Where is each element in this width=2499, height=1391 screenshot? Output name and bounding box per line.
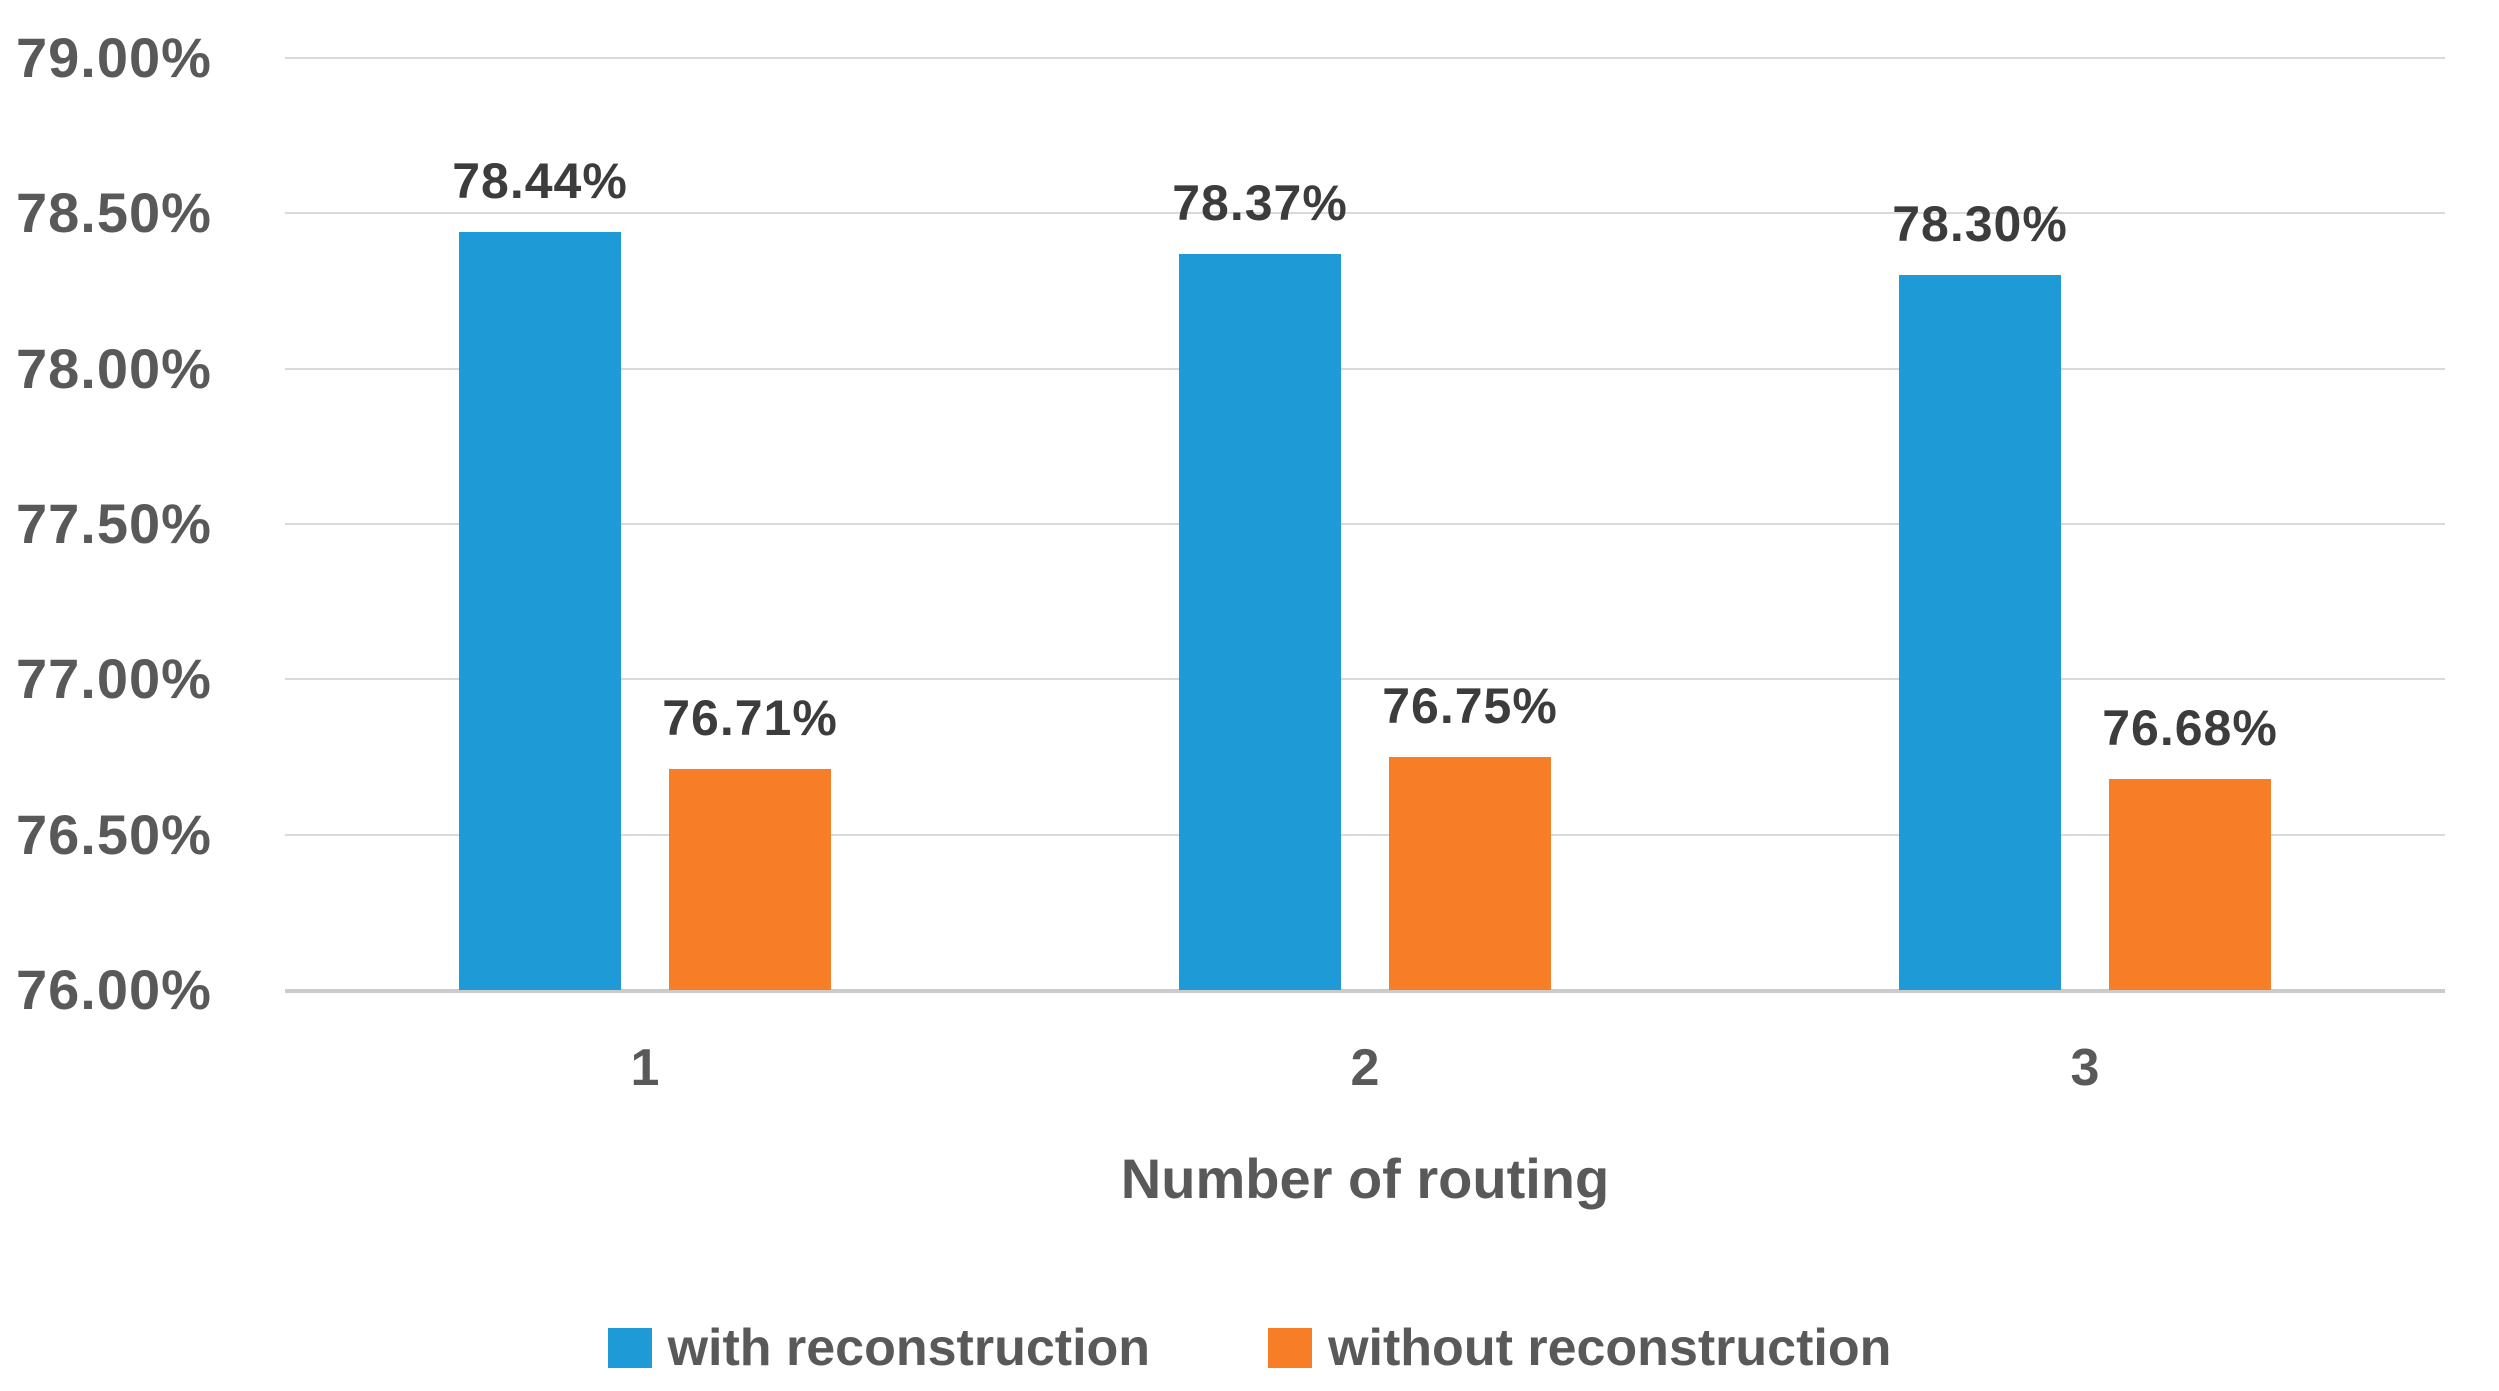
legend: with reconstruction without reconstructio… (0, 1318, 2499, 1378)
legend-swatch (1268, 1328, 1313, 1368)
y-tick-label: 77.00% (16, 647, 212, 711)
bar-with-reconstruction: 78.30% (1892, 196, 2067, 990)
bar-with-reconstruction: 78.44% (452, 153, 627, 990)
grid-line (285, 833, 2445, 836)
grid-line (285, 212, 2445, 215)
x-axis-line (285, 989, 2445, 993)
x-axis-title: Number of routing (1120, 1147, 1610, 1210)
bar-without-reconstruction: 76.75% (1382, 678, 1557, 990)
grid-line (285, 367, 2445, 370)
bar-value-label: 76.75% (1382, 678, 1558, 734)
bar-without-reconstruction: 76.71% (662, 690, 837, 990)
plot-area: 78.44% 76.71% 78.37% 76.75% 78.30% 76.68% (285, 57, 2445, 993)
bar-without-reconstruction: 76.68% (2102, 700, 2277, 990)
bar-group: 78.37% 76.75% (1005, 58, 1725, 990)
bar-value-label: 78.37% (1172, 174, 1348, 231)
y-tick-label: 76.50% (16, 802, 212, 866)
category-label: 1 (630, 1039, 660, 1097)
bars-layer: 78.44% 76.71% 78.37% 76.75% 78.30% 76.68% (285, 58, 2445, 990)
bar-value-label: 78.44% (452, 152, 628, 209)
grid-line (285, 523, 2445, 525)
x-axis-tick-labels: 1 2 3 (285, 1038, 2445, 1098)
bar-with-reconstruction: 78.37% (1172, 175, 1347, 990)
legend-label: with reconstruction (667, 1319, 1151, 1377)
y-tick-label: 77.50% (16, 492, 212, 555)
bar-value-label: 76.71% (662, 690, 838, 747)
category-label: 2 (1350, 1039, 1380, 1097)
legend-item-with-reconstruction: with reconstruction (607, 1318, 1151, 1378)
legend-swatch (607, 1328, 652, 1368)
grid-line (285, 57, 2445, 59)
bar-value-label: 76.68% (2102, 699, 2278, 756)
bar-value-label: 78.30% (1892, 196, 2068, 253)
bar-group: 78.44% 76.71% (285, 58, 1005, 990)
y-tick-label: 78.00% (16, 336, 212, 400)
y-tick-label: 79.00% (16, 26, 212, 89)
legend-label: without reconstruction (1328, 1319, 1892, 1377)
legend-item-without-reconstruction: without reconstruction (1268, 1318, 1891, 1378)
bar-group: 78.30% 76.68% (1725, 58, 2445, 990)
category-label: 3 (2070, 1039, 2100, 1097)
y-tick-label: 78.50% (16, 181, 212, 245)
y-tick-label: 76.00% (16, 958, 212, 1021)
grid-line (285, 678, 2445, 681)
